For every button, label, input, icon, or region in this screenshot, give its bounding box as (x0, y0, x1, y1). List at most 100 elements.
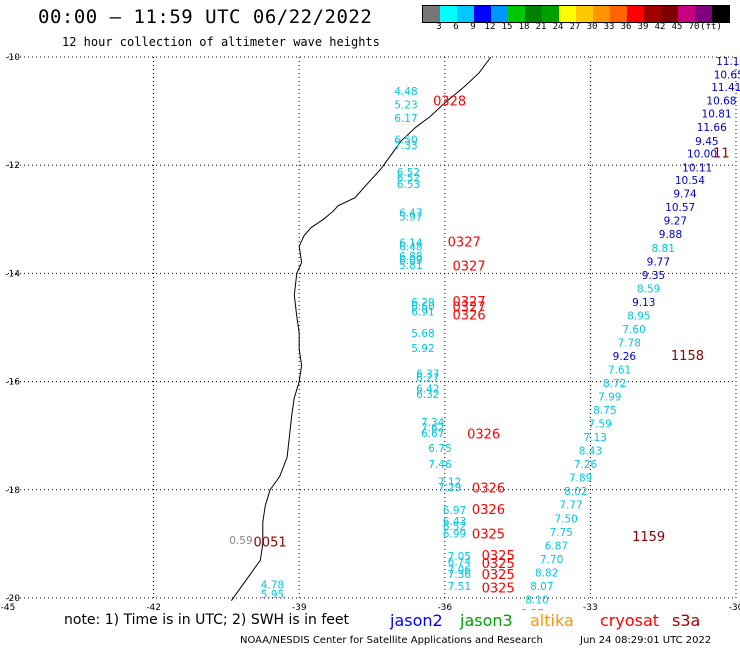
color-swatch (508, 6, 525, 22)
color-swatch (423, 6, 440, 22)
wave-height-value: 7.70 (540, 554, 563, 566)
color-scale-label: 9 (470, 22, 476, 32)
wave-height-value: 7.61 (608, 364, 631, 376)
wave-height-value: 9.26 (613, 351, 637, 363)
color-swatch (661, 6, 678, 22)
wave-height-value: 7.62 (421, 422, 444, 434)
legend-item: cryosat (600, 611, 660, 630)
wave-height-value: 6.27 (416, 373, 439, 385)
lon-tick-label: -39 (292, 603, 307, 610)
pass-time-label: 1159 (632, 530, 665, 545)
wave-height-value: 7.60 (622, 324, 645, 336)
wave-height-value: 6.09 (399, 255, 422, 267)
wave-height-value: 8.43 (579, 446, 602, 458)
pass-time-label: 0327 (448, 235, 481, 250)
wave-height-value: 6.87 (545, 540, 568, 552)
color-swatch (525, 6, 542, 22)
wave-height-value: 6.88 (399, 251, 422, 263)
color-scale-label: 42 (654, 22, 666, 32)
wave-height-value: 7.77 (559, 500, 582, 512)
wave-height-value: 9.35 (642, 270, 665, 282)
wave-height-value: 5.92 (411, 343, 434, 355)
wave-height-value: 6.48 (399, 242, 422, 254)
subtitle: 12 hour collection of altimeter wave hei… (62, 35, 380, 49)
color-scale-label: 36 (620, 22, 632, 32)
wave-height-value: 11.14 (716, 56, 740, 68)
page-title: 00:00 – 11:59 UTC 06/22/2022 (38, 6, 373, 28)
wave-height-value: 8.81 (652, 243, 675, 255)
wave-height-value: 0.59 (229, 535, 252, 547)
lat-tick-label: -12 (5, 161, 20, 171)
pass-time-label: 0326 (453, 308, 486, 323)
wave-height-value: 6.52 (397, 172, 420, 184)
wave-height-value: 10.11 (682, 163, 712, 175)
wave-height-value: 8.02 (564, 486, 587, 498)
wave-height-labels: 4.485.236.176.507.336.526.526.536.475.97… (229, 56, 740, 610)
lon-tick-label: -33 (583, 603, 598, 610)
color-swatch (576, 6, 593, 22)
color-swatch (627, 6, 644, 22)
color-scale-bar (422, 5, 730, 23)
wave-height-value: 7.50 (554, 513, 577, 525)
lat-tick-label: -14 (5, 269, 20, 279)
wave-height-value: 6.60 (411, 301, 434, 313)
wave-height-value: 6.52 (443, 521, 466, 533)
wave-height-value: 6.91 (411, 307, 434, 319)
color-swatch (440, 6, 457, 22)
color-swatch (559, 6, 576, 22)
pass-time-label: 11 (713, 147, 730, 162)
color-swatch (712, 6, 729, 22)
wave-height-value: 7.05 (448, 551, 471, 563)
wave-height-value: 5.97 (399, 211, 422, 223)
pass-time-label: 0325 (482, 568, 515, 583)
color-swatch (695, 6, 712, 22)
coastline (230, 56, 492, 601)
pass-time-labels: 0328032703270327032703260326032603260325… (254, 95, 730, 597)
wave-height-value: 8.10 (525, 594, 548, 606)
color-swatch (542, 6, 559, 22)
gridlines (8, 56, 737, 599)
lat-tick-label: -18 (5, 486, 20, 496)
pass-time-label: 0325 (472, 527, 505, 542)
wave-height-value: 7.06 (448, 565, 472, 577)
wave-height-value: 6.43 (443, 516, 466, 528)
wave-height-value: 8.75 (593, 405, 616, 417)
wave-height-value: 10.68 (706, 96, 736, 108)
wave-height-value: 9.13 (632, 297, 655, 309)
wave-height-value: 10.00 (687, 149, 717, 161)
wave-height-value: 6.74 (448, 557, 472, 569)
wave-height-value: 7.34 (421, 417, 445, 429)
wave-height-value: 6.47 (399, 208, 422, 220)
color-scale-label: 21 (535, 22, 547, 32)
wave-height-value: 11.66 (697, 122, 727, 134)
pass-time-label: 0325 (482, 557, 515, 572)
lon-tick-label: -42 (146, 603, 161, 610)
wave-height-value: 7.89 (569, 473, 592, 485)
map-plot: -45 -42 -39 -36 -33 -30 -10 -12 -14 -16 -18 -20 4.4… (1, 53, 740, 610)
wave-height-value: 9.45 (695, 136, 718, 148)
wave-height-value: 5.81 (399, 260, 422, 272)
wave-height-value: 8.72 (603, 378, 626, 390)
color-swatch (474, 6, 491, 22)
legend-item: altika (530, 611, 574, 630)
wave-height-value: 7.36 (448, 569, 472, 581)
coastline-path (230, 56, 492, 601)
color-swatch (593, 6, 610, 22)
wave-height-value: 9.27 (664, 216, 687, 228)
wave-height-value: 7.13 (584, 432, 607, 444)
color-swatch (491, 6, 508, 22)
pass-time-label: 0327 (453, 295, 486, 310)
wave-height-value: 7.99 (598, 392, 621, 404)
wave-height-value: 6.32 (416, 389, 439, 401)
lat-tick-label: -16 (5, 378, 20, 388)
color-scale-label: 15 (501, 22, 513, 32)
wave-height-value: 4.78 (261, 579, 284, 591)
wave-height-value: 6.37 (416, 368, 439, 380)
pass-time-label: 0326 (472, 482, 505, 497)
legend-item: jason3 (460, 611, 513, 630)
wave-height-value: 11.41 (711, 82, 740, 94)
wave-height-value: 6.53 (397, 179, 420, 191)
wave-height-value: 6.75 (428, 443, 451, 455)
pass-time-label: 0325 (482, 582, 515, 597)
color-scale-label: 24 (552, 22, 564, 32)
